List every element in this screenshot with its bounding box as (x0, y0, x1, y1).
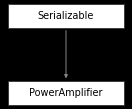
Text: Serializable: Serializable (38, 11, 94, 21)
FancyBboxPatch shape (8, 4, 124, 28)
Text: PowerAmplifier: PowerAmplifier (29, 88, 103, 98)
FancyBboxPatch shape (8, 81, 124, 105)
